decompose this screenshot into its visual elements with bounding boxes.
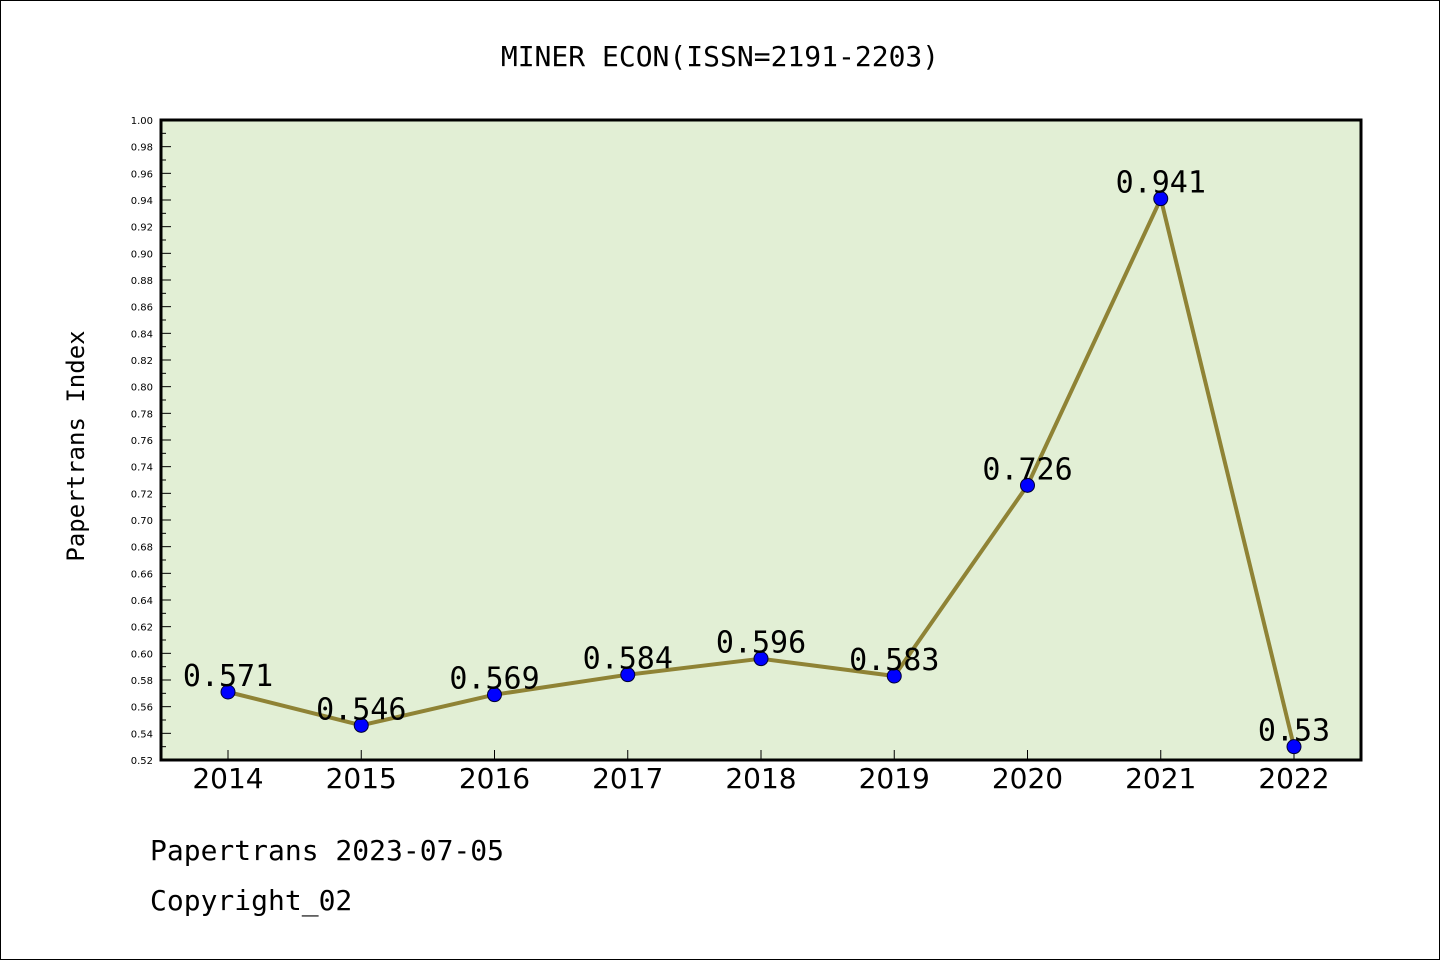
x-tick-label: 2021	[1125, 762, 1196, 795]
data-point	[620, 667, 636, 683]
y-tick-label: 0.94	[131, 196, 153, 207]
data-point	[487, 687, 502, 703]
x-axis-ticks: 2014 2015 2016 2017 2018 2019 2020 2021 2022	[192, 750, 1330, 795]
y-tick-label: 0.92	[131, 223, 153, 234]
y-axis-label: Papertrans Index	[62, 330, 90, 561]
y-tick-label: 0.52	[131, 756, 153, 767]
y-tick-label: 0.98	[131, 143, 153, 154]
data-label: 0.583	[849, 643, 939, 678]
x-tick-label: 2018	[725, 762, 796, 795]
x-tick-label: 2020	[992, 762, 1063, 795]
x-tick-label: 2016	[459, 762, 530, 795]
y-tick-label: 0.64	[131, 596, 153, 607]
data-label: 0.569	[449, 662, 539, 697]
x-tick-label: 2017	[592, 762, 663, 795]
data-point	[1286, 739, 1302, 755]
y-tick-label: 0.56	[131, 703, 153, 714]
y-tick-label: 1.00	[131, 116, 153, 127]
y-tick-label: 0.66	[131, 569, 153, 580]
x-tick-label: 2014	[192, 762, 263, 795]
y-tick-label: 0.62	[131, 623, 153, 634]
data-markers	[220, 191, 1302, 755]
y-tick-label: 0.74	[131, 463, 153, 474]
data-label: 0.941	[1116, 166, 1206, 201]
y-tick-label: 0.78	[131, 409, 153, 420]
data-point	[753, 651, 769, 667]
y-tick-label: 0.58	[131, 676, 153, 687]
y-tick-label: 0.60	[131, 649, 153, 660]
data-label: 0.546	[316, 692, 406, 727]
data-point	[1020, 477, 1035, 493]
y-tick-label: 0.88	[131, 276, 153, 287]
y-tick-label: 0.82	[131, 356, 153, 367]
y-axis-ticks: 0.52 0.54 0.56 0.58 0.60 0.62 0.64 0.66 0.68 0.70…	[131, 116, 171, 767]
data-label: 0.596	[716, 626, 806, 661]
data-point	[353, 717, 369, 733]
y-tick-label: 0.80	[131, 383, 153, 394]
data-labels: 0.571 0.546 0.569 0.584 0.596 0.583 0.726 0.941…	[183, 166, 1330, 749]
y-tick-label: 0.54	[131, 729, 153, 740]
chart-title: MINER ECON(ISSN=2191-2203)	[501, 40, 939, 73]
data-label: 0.584	[583, 642, 673, 677]
y-tick-label: 0.70	[131, 516, 153, 527]
y-tick-label: 0.84	[131, 329, 153, 340]
footer-copyright: Copyright_02	[150, 884, 353, 917]
x-tick-label: 2019	[859, 762, 930, 795]
y-tick-label: 0.72	[131, 489, 153, 500]
data-label: 0.53	[1258, 714, 1330, 749]
y-tick-label: 0.76	[131, 436, 153, 447]
data-point	[886, 668, 902, 684]
x-tick-label: 2015	[326, 762, 397, 795]
data-point	[220, 684, 236, 700]
data-label: 0.571	[183, 659, 273, 694]
y-tick-label: 0.96	[131, 169, 153, 180]
footer-date: Papertrans 2023-07-05	[150, 834, 505, 867]
data-point	[1153, 191, 1169, 207]
y-tick-label: 0.90	[131, 249, 153, 260]
y-tick-label: 0.86	[131, 303, 153, 314]
data-label: 0.726	[982, 452, 1072, 487]
y-tick-label: 0.68	[131, 543, 153, 554]
x-tick-label: 2022	[1258, 762, 1329, 795]
